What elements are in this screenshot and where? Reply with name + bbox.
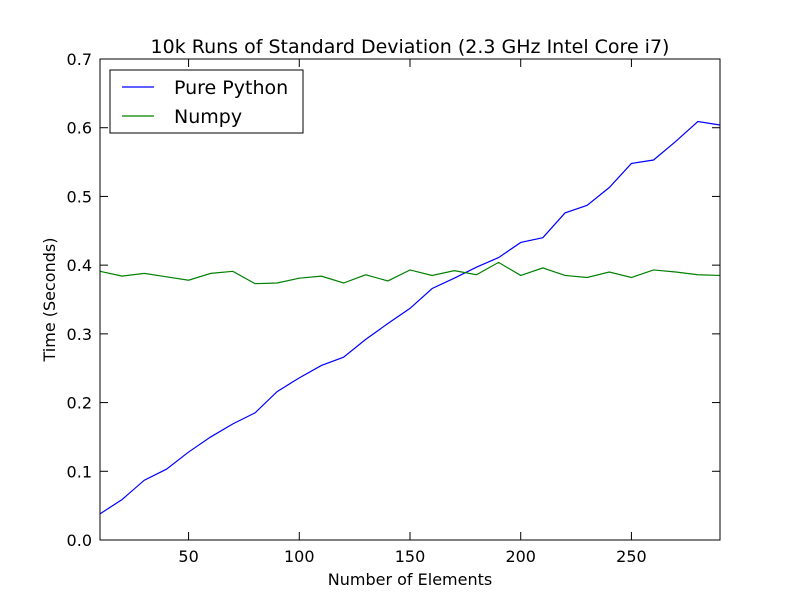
x-tick-label: 200 [505,547,536,566]
x-axis-title: Number of Elements [328,570,492,589]
axis-layer: 50 100 150 200 250 0.0 0.1 0.2 0.3 0.4 0.5 0.6 0.7 [67,50,721,566]
y-tick-label: 0.2 [67,394,92,413]
legend-label-pure-python: Pure Python [174,77,288,99]
series-line-numpy [99,261,721,285]
y-tick-label: 0.6 [67,119,92,138]
legend: Pure Python Numpy [109,69,304,134]
legend-frame [109,69,304,134]
y-tick-label: 0.0 [67,531,92,550]
x-tick-label: 50 [178,547,198,566]
y-tick-label: 0.5 [67,187,92,206]
legend-label-numpy: Numpy [174,106,242,128]
y-tick-label: 0.4 [67,256,92,275]
chart-title: 10k Runs of Standard Deviation (2.3 GHz … [151,36,670,58]
y-tick-label: 0.3 [67,325,92,344]
x-tick-label: 250 [616,547,647,566]
y-axis-title: Time (Seconds) [40,238,59,363]
x-tick-label: 100 [284,547,315,566]
plot-layer [99,120,721,515]
series-line-pure-python [99,120,721,515]
x-tick-label: 150 [395,547,426,566]
y-tick-label: 0.7 [67,50,92,69]
y-tick-label: 0.1 [67,462,92,481]
